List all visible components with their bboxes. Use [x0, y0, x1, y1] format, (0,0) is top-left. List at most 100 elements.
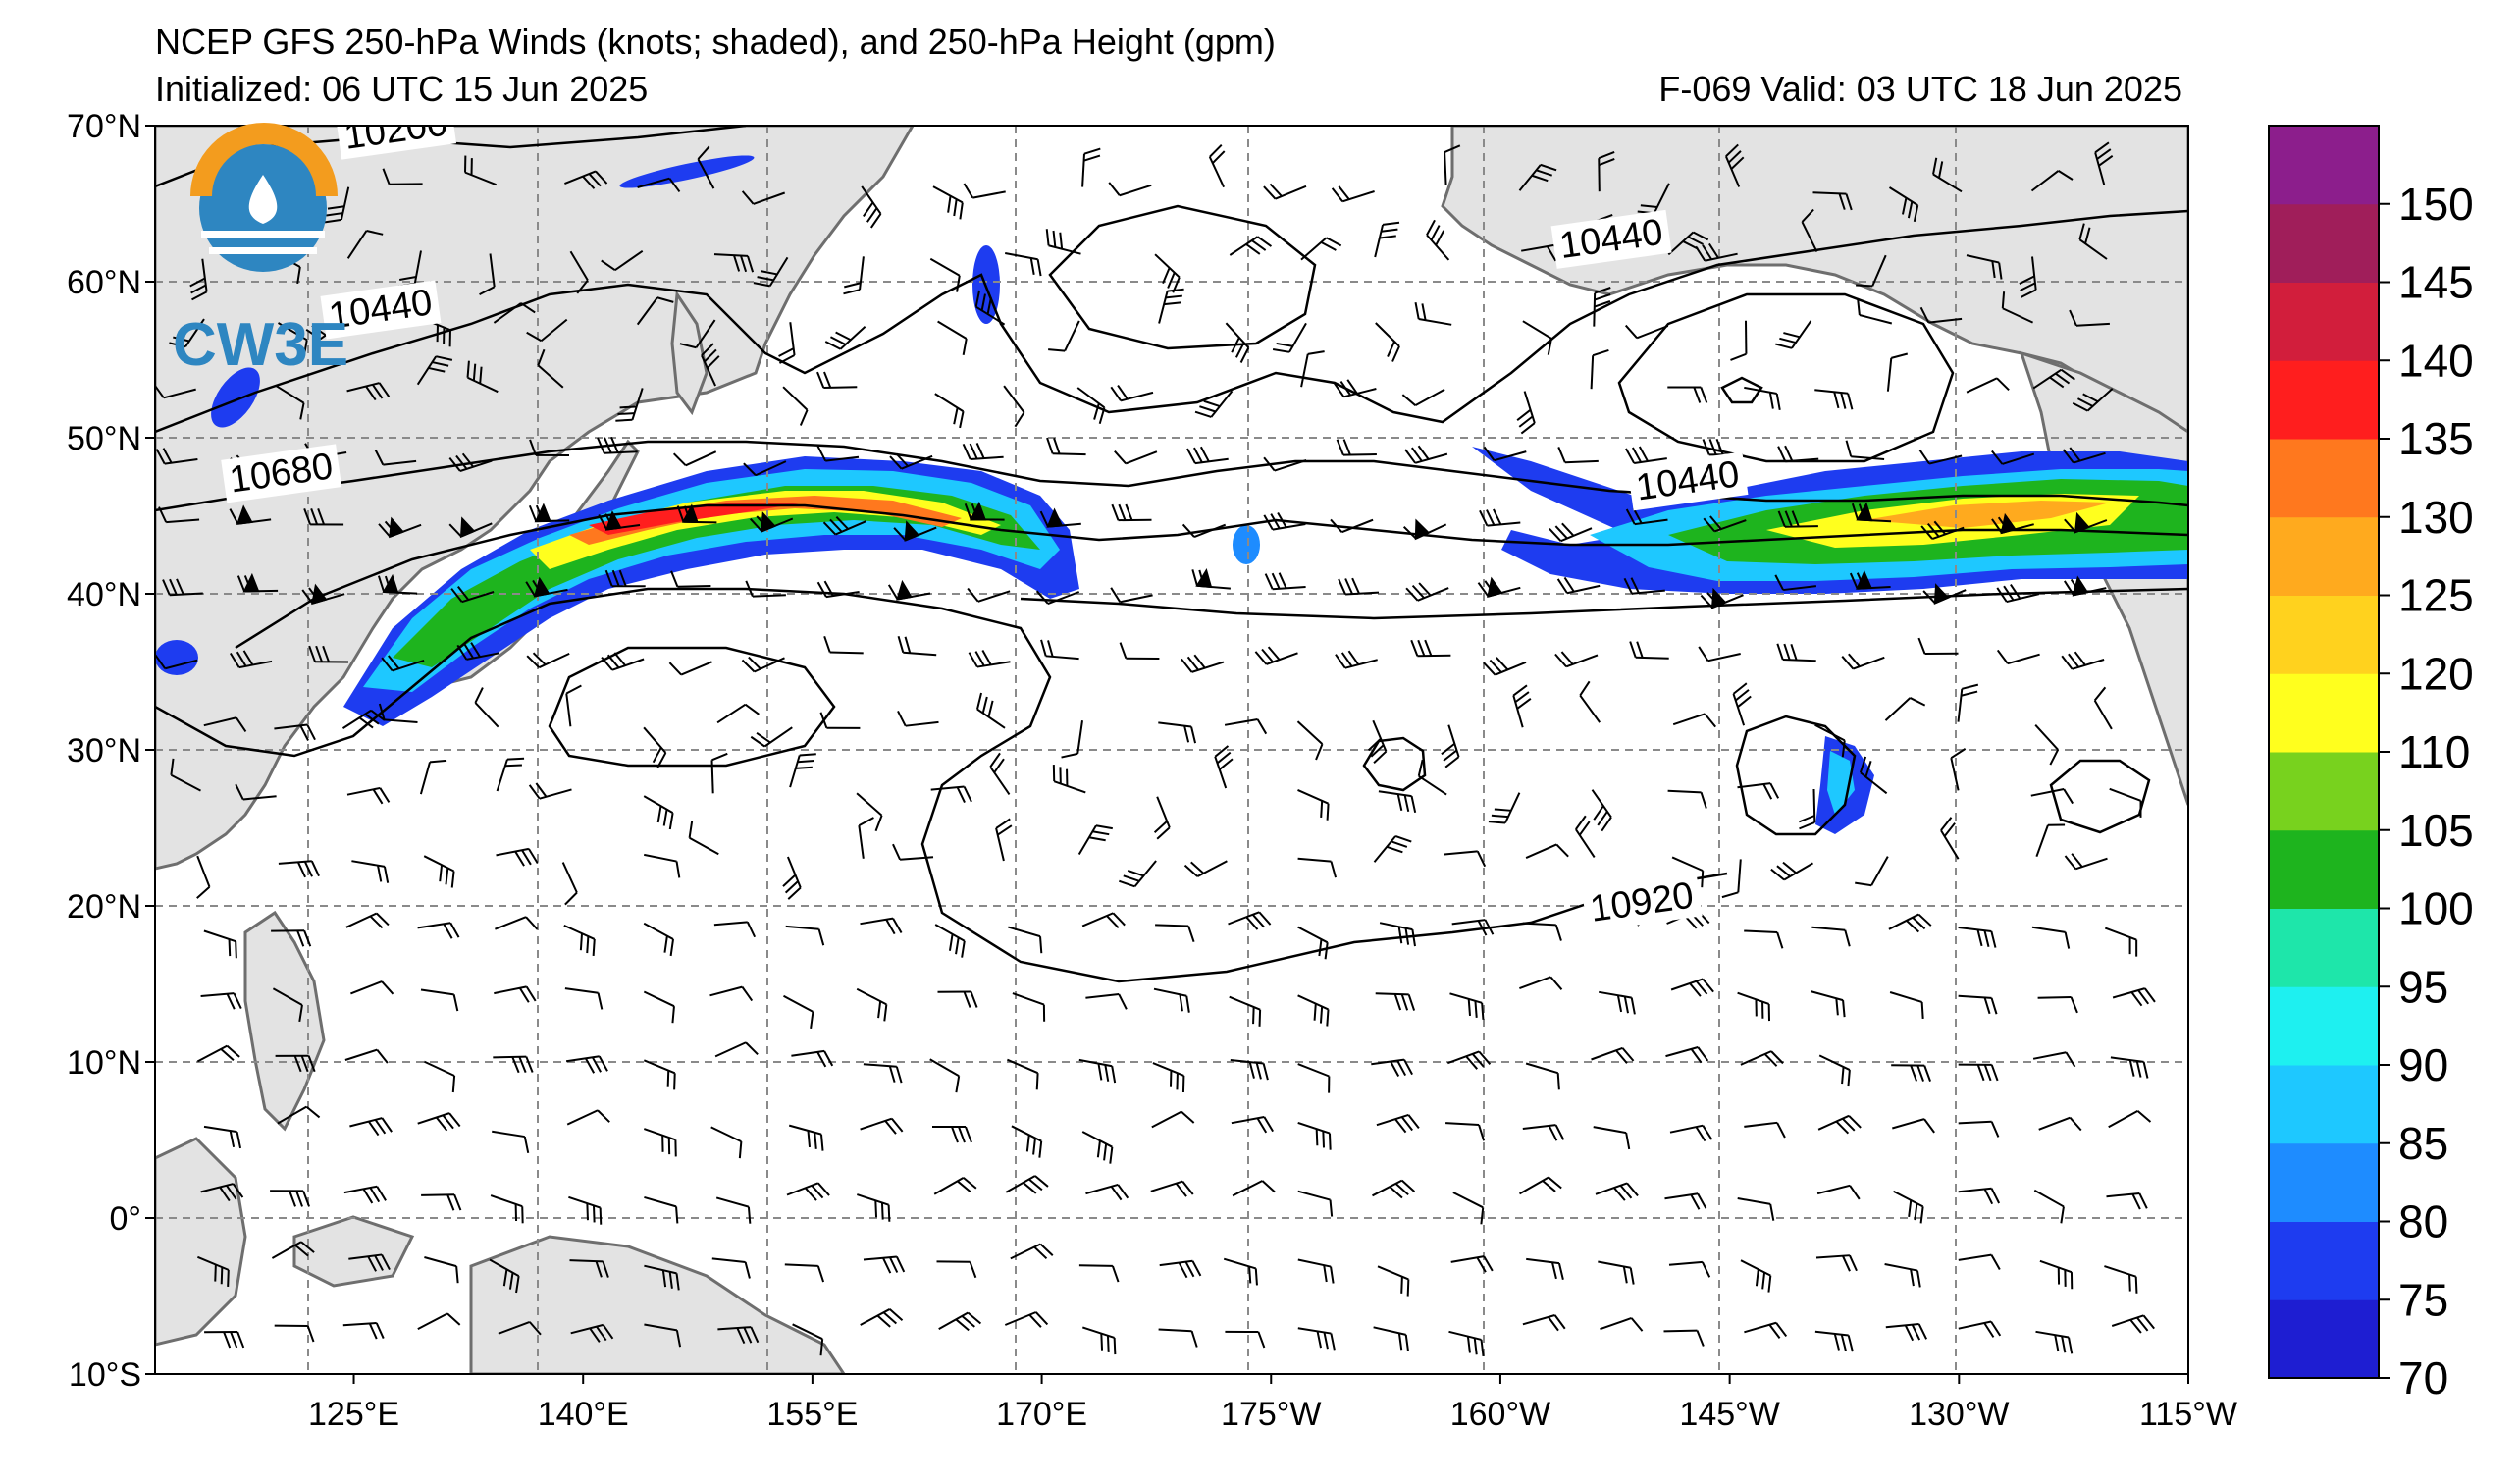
wind-barb	[1893, 1190, 1924, 1224]
logo-waves-2	[209, 247, 317, 254]
wind-barb	[856, 792, 883, 832]
wind-barb	[2111, 1314, 2155, 1334]
wind-barb	[1297, 1190, 1334, 1217]
wind-barb	[1625, 446, 1667, 464]
wind-barb	[1191, 568, 1231, 590]
wind-barb	[1331, 185, 1375, 203]
wind-barb	[1375, 322, 1400, 362]
wind-barb	[1052, 765, 1086, 794]
colorbar-bin	[2269, 282, 2379, 361]
jet-small-korea	[155, 640, 198, 675]
wind-barb	[749, 511, 794, 533]
wind-barb	[1379, 922, 1416, 947]
wind-barb	[1579, 680, 1601, 723]
wind-barb	[1888, 186, 1919, 223]
wind-barb	[1231, 1116, 1275, 1134]
wind-barb	[753, 256, 789, 288]
colorbar-label: 130	[2398, 492, 2474, 543]
wind-barb	[1214, 745, 1234, 789]
wind-barb	[1888, 913, 1932, 933]
wind-barb	[2072, 388, 2114, 412]
contour-high-east	[2049, 759, 2151, 834]
wind-barb	[1077, 824, 1113, 856]
wind-barb	[479, 253, 496, 296]
wind-barb	[1011, 1125, 1043, 1158]
contour-label-bg	[221, 444, 342, 503]
wind-barb	[1814, 389, 1854, 410]
contour-small-ak	[1720, 376, 1763, 404]
wind-barb	[1593, 1126, 1631, 1150]
wind-barb	[1078, 1264, 1120, 1283]
wind-barb	[892, 843, 934, 861]
contour-label-bg	[1550, 209, 1672, 269]
wind-barb	[822, 515, 866, 536]
wind-barb	[489, 1258, 520, 1294]
wind-barb	[1008, 926, 1043, 954]
colorbar-bin	[2269, 439, 2379, 518]
wind-barb	[1483, 657, 1527, 676]
wind-barb	[529, 439, 570, 456]
wind-barb	[1181, 654, 1225, 673]
wind-barb	[1775, 320, 1812, 349]
wind-barb	[1816, 1184, 1861, 1200]
wind-barb	[1740, 1050, 1784, 1067]
wind-barb	[1700, 587, 1744, 609]
wind-barb	[1958, 994, 1998, 1015]
wind-barb	[1373, 835, 1412, 863]
wind-barb	[170, 758, 201, 792]
wind-barb	[1078, 1058, 1117, 1084]
wind-barb	[1003, 385, 1025, 428]
wind-barb	[569, 1259, 609, 1278]
wind-barb	[897, 636, 937, 657]
wind-barb	[784, 1263, 825, 1283]
wind-barb	[1446, 1050, 1492, 1070]
logo-waves-1	[201, 231, 325, 238]
wind-barb	[936, 1260, 977, 1279]
wind-barb	[2032, 368, 2075, 390]
wind-barb	[934, 924, 966, 958]
wind-barb	[1254, 646, 1298, 665]
wind-barb	[1744, 386, 1781, 411]
wind-barb	[1414, 302, 1452, 326]
wind-barb	[1012, 992, 1046, 1022]
wind-barb	[1519, 976, 1563, 990]
wind-barb	[1451, 919, 1495, 936]
wind-barb	[782, 386, 809, 426]
wind-barb	[378, 516, 422, 539]
wind-barb	[537, 348, 564, 389]
wind-barb	[1777, 510, 1818, 528]
wind-barb	[644, 853, 681, 878]
lon-tick-label: 160°W	[1450, 1396, 1550, 1433]
wind-barb	[1046, 437, 1086, 456]
wind-barb	[565, 1055, 608, 1074]
colorbar-bin	[2269, 908, 2379, 987]
colorbar-bin	[2269, 1065, 2379, 1144]
wind-barb	[1625, 507, 1668, 526]
wind-barb	[2032, 1051, 2076, 1068]
wind-barb	[378, 703, 418, 723]
wind-barb	[417, 922, 460, 939]
contour-cutoff	[1735, 715, 1857, 836]
wind-barb	[713, 253, 755, 273]
wind-barb	[345, 912, 390, 929]
wind-barb	[1744, 1121, 1786, 1139]
wind-barb	[381, 655, 425, 672]
wind-barb	[1223, 1257, 1258, 1286]
colorbar-bin	[2269, 1221, 2379, 1300]
lon-tick-label: 125°E	[308, 1396, 399, 1433]
wind-barb	[1664, 1192, 1707, 1210]
lon-tick-label: 115°W	[2139, 1396, 2237, 1433]
lat-tick-label: 10°N	[67, 1044, 141, 1082]
wind-barb	[933, 1176, 977, 1195]
wind-barb	[1405, 582, 1449, 602]
wind-barb	[346, 786, 391, 805]
wind-barb	[1378, 790, 1417, 814]
wind-barb	[1966, 254, 2003, 280]
jet-small-china	[211, 367, 260, 428]
wind-shading	[155, 155, 2188, 834]
wind-barb	[1272, 322, 1307, 353]
lat-tick-label: 70°N	[67, 108, 141, 145]
wind-barb	[644, 1323, 682, 1348]
wind-barb	[1004, 1311, 1049, 1328]
wind-barb	[1449, 992, 1485, 1020]
